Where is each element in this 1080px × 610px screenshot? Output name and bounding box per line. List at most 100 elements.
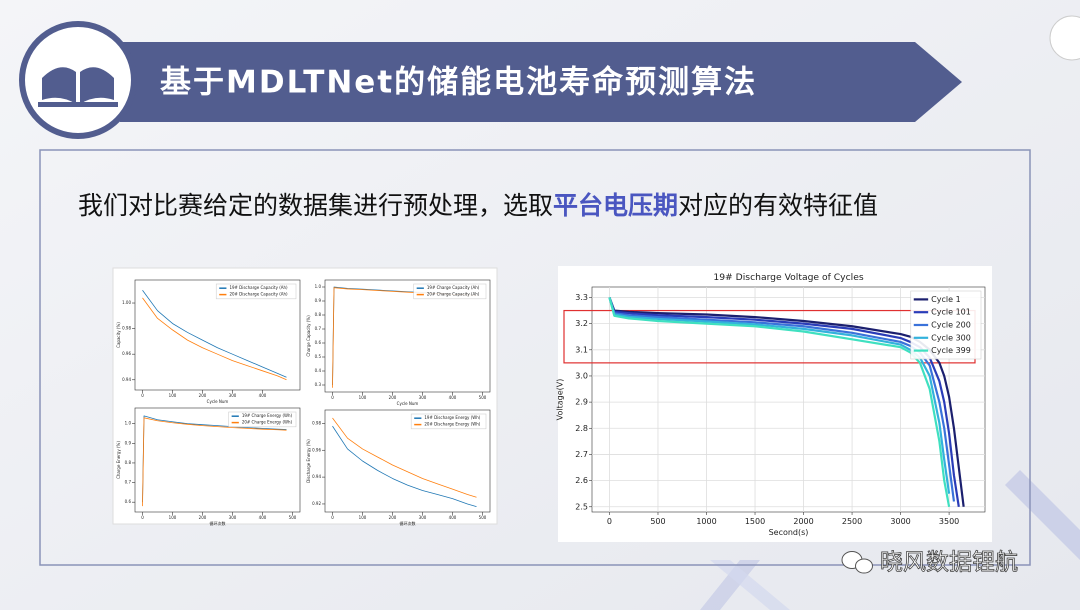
series-line [142, 297, 287, 381]
x-tick-label: 100 [169, 515, 177, 520]
y-axis-label: Voltage(V) [556, 379, 565, 421]
x-tick-label: 400 [449, 395, 457, 400]
x-axis-label: Cycle Num [397, 401, 419, 406]
book-icon [38, 67, 118, 107]
x-axis-label: Second(s) [769, 528, 809, 537]
x-tick-label: 0 [141, 515, 144, 520]
series-line [332, 425, 477, 508]
x-tick-label: 200 [389, 395, 397, 400]
x-axis-label: Cycle Num [207, 399, 229, 404]
y-tick-label: 0.94 [122, 377, 131, 382]
x-tick-label: 0 [607, 517, 612, 526]
header-icon [19, 21, 137, 139]
y-tick-label: 1.00 [122, 300, 131, 305]
y-tick-label: 1.0 [315, 284, 322, 289]
legend-box [228, 411, 297, 428]
y-tick-label: 2.6 [575, 476, 588, 485]
y-tick-label: 2.8 [575, 424, 588, 433]
y-tick-label: 0.8 [315, 312, 322, 317]
legend-label: Cycle 399 [931, 346, 971, 355]
series-line [608, 297, 951, 494]
x-tick-label: 300 [229, 393, 237, 398]
y-tick-label: 0.9 [315, 298, 322, 303]
y-axis-label: Capacity (%) [116, 322, 121, 348]
decoration [1005, 470, 1080, 560]
y-tick-label: 0.4 [315, 368, 322, 373]
x-tick-label: 500 [650, 517, 665, 526]
y-tick-label: 2.7 [575, 450, 588, 459]
legend-box [410, 413, 487, 430]
x-tick-label: 500 [479, 395, 487, 400]
y-tick-label: 3.3 [575, 293, 588, 302]
x-tick-label: 0 [331, 515, 334, 520]
y-axis-label: Charge Energy (%) [116, 441, 121, 479]
y-tick-label: 2.5 [575, 502, 588, 511]
y-tick-label: 0.92 [312, 501, 321, 506]
subtitle-text: 我们对比赛给定的数据集进行预处理，选取 [78, 191, 553, 220]
content-frame [39, 149, 1031, 566]
legend-box [413, 283, 487, 300]
legend-label: 19# Discharge Energy (Wh) [424, 415, 480, 420]
y-tick-label: 3.0 [575, 371, 588, 380]
x-tick-label: 400 [259, 515, 267, 520]
x-tick-label: 200 [389, 515, 397, 520]
y-tick-label: 0.3 [315, 382, 322, 387]
x-tick-label: 300 [419, 395, 427, 400]
x-tick-label: 2500 [842, 517, 862, 526]
y-tick-label: 0.96 [312, 447, 321, 452]
series-line [142, 289, 287, 378]
x-axis-label: 循环次数 [210, 520, 226, 526]
legend-box [215, 283, 297, 300]
x-tick-label: 3000 [890, 517, 910, 526]
y-axis-label: Charge Capacity (%) [306, 315, 311, 357]
y-tick-label: 0.9 [125, 440, 132, 445]
y-tick-label: 1.0 [125, 421, 132, 426]
x-tick-label: 400 [259, 393, 267, 398]
legend-label: 20# Discharge Capacity (Ah) [229, 292, 288, 297]
decoration [710, 560, 790, 610]
legend-label: 20# Discharge Energy (Wh) [424, 422, 480, 427]
subtitle-text: 对应的有效特征值 [678, 191, 878, 220]
x-tick-label: 100 [169, 393, 177, 398]
x-tick-label: 300 [229, 515, 237, 520]
x-tick-label: 400 [449, 515, 457, 520]
legend-label: Cycle 1 [931, 295, 961, 304]
header-banner [120, 42, 962, 122]
watermark-text: 晓风数据锂航 [880, 550, 1018, 576]
wechat-icon [855, 558, 873, 574]
watermark: 晓风数据锂航 [841, 549, 1018, 576]
x-tick-label: 3500 [939, 517, 959, 526]
y-tick-label: 2.9 [575, 398, 588, 407]
x-tick-label: 0 [331, 395, 334, 400]
x-tick-label: 2000 [793, 517, 813, 526]
corner-button[interactable] [1049, 15, 1080, 61]
x-axis-label: 循环次数 [400, 520, 416, 526]
y-tick-label: 0.96 [122, 351, 131, 356]
x-tick-label: 1000 [696, 517, 716, 526]
legend-label: 19# Charge Capacity (Ah) [427, 285, 480, 290]
y-tick-label: 0.6 [315, 340, 322, 345]
x-tick-label: 300 [419, 515, 427, 520]
y-tick-label: 0.7 [125, 480, 132, 485]
subtitle: 我们对比赛给定的数据集进行预处理，选取平台电压期对应的有效特征值 [78, 191, 878, 220]
legend-label: Cycle 300 [931, 333, 971, 342]
series-line [608, 297, 965, 507]
series-line [608, 297, 951, 507]
legend-label: 19# Charge Energy (Wh) [242, 413, 293, 418]
y-tick-label: 0.8 [125, 460, 132, 465]
y-tick-label: 0.98 [312, 420, 321, 425]
x-tick-label: 100 [359, 515, 367, 520]
series-line [608, 297, 956, 502]
series-line [608, 297, 960, 507]
y-axis-label: Discharge Energy (%) [306, 439, 311, 483]
y-tick-label: 0.6 [125, 499, 132, 504]
x-tick-label: 500 [479, 515, 487, 520]
x-tick-label: 1500 [745, 517, 765, 526]
series-line [142, 415, 287, 503]
legend-label: 20# Charge Energy (Wh) [242, 420, 293, 425]
series-line [332, 417, 477, 498]
series-line [142, 417, 287, 507]
x-tick-label: 200 [199, 393, 207, 398]
y-tick-label: 3.1 [575, 345, 588, 354]
